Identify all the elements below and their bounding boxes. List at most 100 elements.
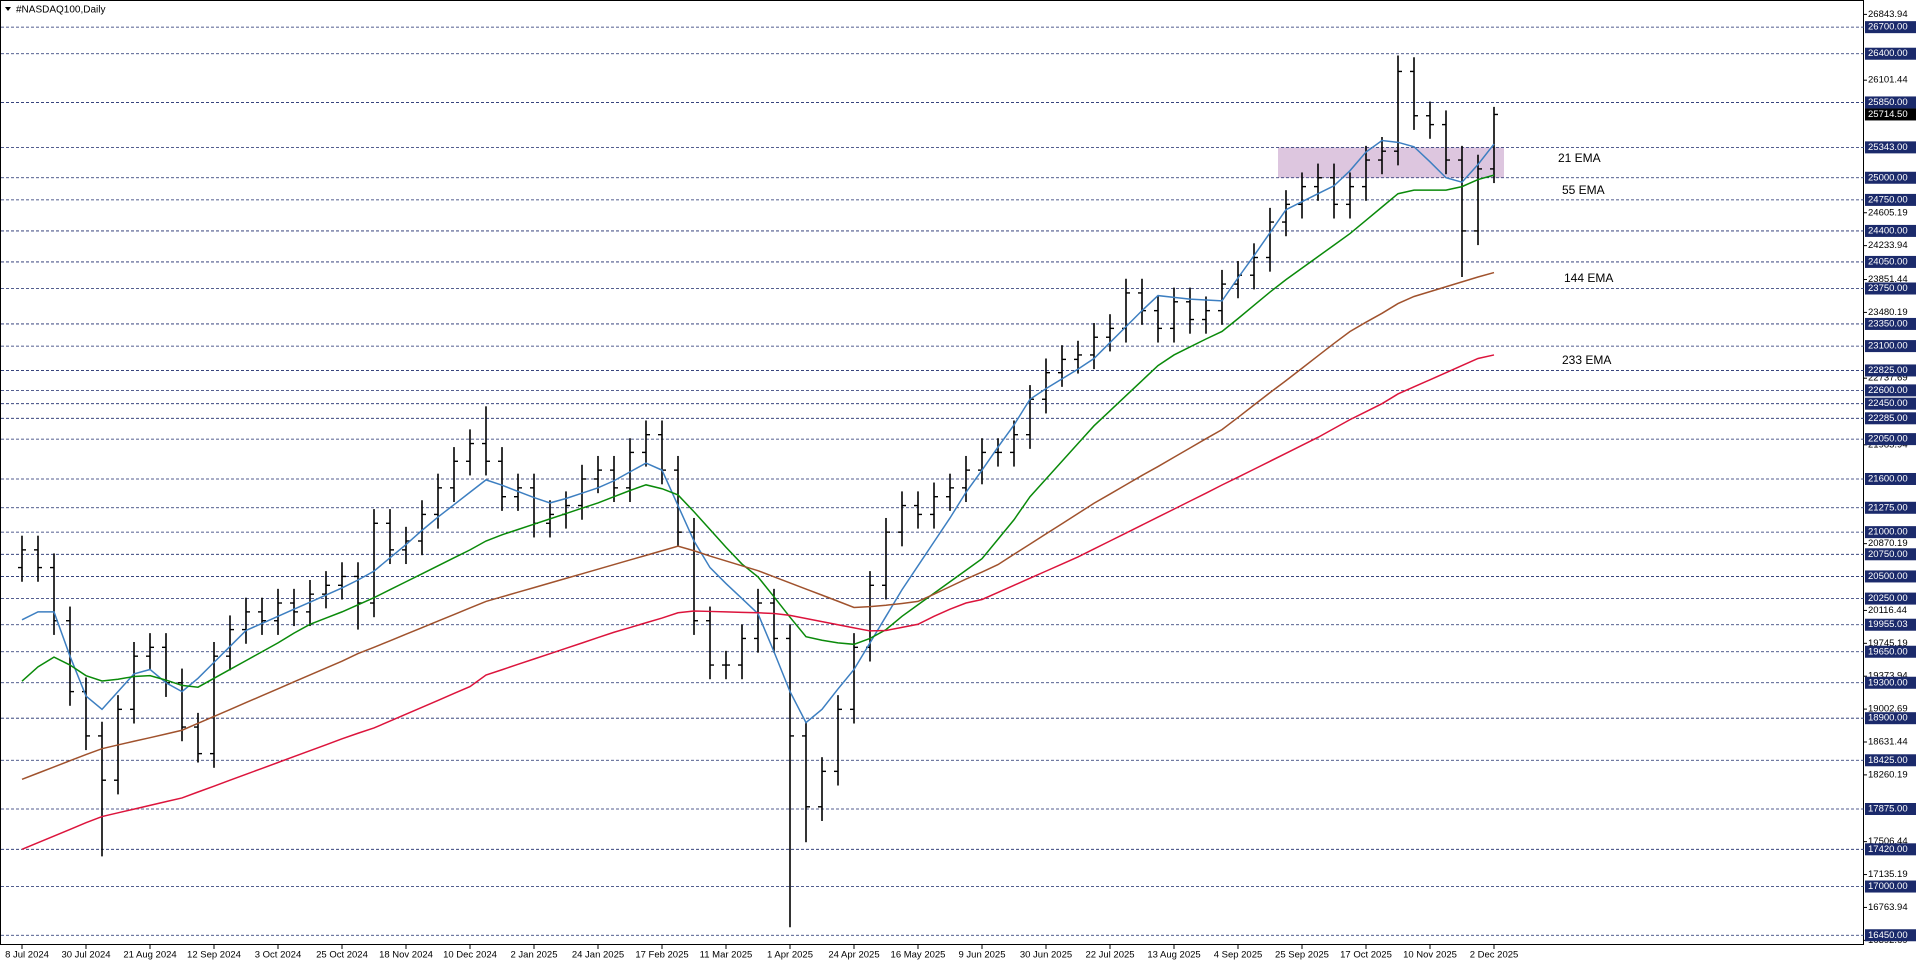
level-label-box [1865, 548, 1916, 561]
x-tick-label: 25 Oct 2024 [316, 950, 368, 961]
y-tick-label: 19002.69 [1868, 704, 1908, 715]
level-label: 21275.00 [1868, 502, 1908, 513]
y-tick-label: 18631.44 [1868, 737, 1908, 748]
level-label: 17000.00 [1868, 881, 1908, 892]
level-label-box [1865, 21, 1916, 34]
level-label-box [1865, 255, 1916, 268]
ema-label: 21 EMA [1558, 151, 1601, 165]
level-label: 22825.00 [1868, 365, 1908, 376]
x-tick-label: 11 Mar 2025 [700, 950, 753, 961]
ema-line [21, 271, 1495, 781]
level-label-box [1865, 317, 1916, 330]
y-tick-label: 24605.19 [1868, 207, 1908, 218]
x-tick-label: 1 Apr 2025 [767, 950, 813, 961]
x-tick-label: 21 Aug 2024 [123, 950, 176, 961]
candles [18, 55, 1498, 928]
level-label-box [1865, 96, 1916, 109]
y-tick-label: 26101.44 [1868, 75, 1908, 86]
level-label: 24050.00 [1868, 256, 1908, 267]
ema-label: 55 EMA [1562, 183, 1605, 197]
y-tick-label: 20870.19 [1868, 538, 1908, 549]
ema-line [21, 139, 1495, 724]
level-label-box [1865, 618, 1916, 631]
level-label: 24750.00 [1868, 194, 1908, 205]
ema-label: 144 EMA [1564, 271, 1613, 285]
level-label: 17420.00 [1868, 844, 1908, 855]
level-label: 18425.00 [1868, 755, 1908, 766]
x-tick-label: 30 Jun 2025 [1020, 950, 1072, 961]
level-label: 23750.00 [1868, 283, 1908, 294]
level-label: 24400.00 [1868, 225, 1908, 236]
level-label: 18900.00 [1868, 713, 1908, 724]
level-label-box [1865, 171, 1916, 184]
level-label-box [1865, 803, 1916, 816]
level-label: 26700.00 [1868, 22, 1908, 33]
x-tick-label: 18 Nov 2024 [379, 950, 433, 961]
y-tick-label: 18260.19 [1868, 769, 1908, 780]
level-label: 16450.00 [1868, 930, 1908, 941]
x-tick-label: 24 Jan 2025 [572, 950, 624, 961]
level-label-box [1865, 141, 1916, 154]
x-tick-label: 12 Sep 2024 [187, 950, 241, 961]
level-label-box [1865, 472, 1916, 485]
level-label-box [1865, 340, 1916, 353]
ema-line [21, 354, 1495, 851]
x-tick-label: 17 Feb 2025 [635, 950, 688, 961]
level-label-box [1865, 384, 1916, 397]
level-label-box [1865, 433, 1916, 446]
y-tick-label: 24233.94 [1868, 240, 1908, 251]
plot-frame [0, 0, 1864, 945]
level-label-box [1865, 712, 1916, 725]
level-label: 22450.00 [1868, 398, 1908, 409]
y-tick-label: 20116.44 [1868, 605, 1907, 616]
x-tick-label: 2 Jan 2025 [510, 950, 557, 961]
menu-arrow[interactable] [5, 7, 11, 11]
y-tick-label: 19745.19 [1868, 638, 1908, 649]
level-label: 20500.00 [1868, 571, 1908, 582]
level-label: 20750.00 [1868, 549, 1908, 560]
chart-title: #NASDAQ100,Daily [16, 5, 105, 16]
level-label: 19955.03 [1868, 619, 1908, 630]
y-tick-label: 19373.94 [1868, 671, 1908, 682]
level-label-box [1865, 929, 1916, 942]
level-label-box [1865, 282, 1916, 295]
y-tick-label: 16763.94 [1868, 902, 1908, 913]
level-label-box [1865, 526, 1916, 539]
y-tick-label: 23480.19 [1868, 307, 1908, 318]
x-tick-label: 13 Aug 2025 [1147, 950, 1200, 961]
level-label: 19300.00 [1868, 677, 1908, 688]
x-tick-label: 30 Jul 2024 [61, 950, 110, 961]
x-tick-label: 10 Nov 2025 [1403, 950, 1457, 961]
level-label: 25343.00 [1868, 142, 1908, 153]
level-label-box [1865, 501, 1916, 514]
x-tick-label: 9 Jun 2025 [958, 950, 1005, 961]
y-tick-label: 17506.44 [1868, 836, 1908, 847]
level-label-box [1865, 754, 1916, 767]
level-label-box [1865, 364, 1916, 377]
zone [1278, 147, 1504, 178]
x-tick-label: 3 Oct 2024 [255, 950, 301, 961]
x-tick-label: 8 Jul 2024 [5, 950, 49, 961]
x-tick-label: 17 Oct 2025 [1340, 950, 1392, 961]
level-label: 26400.00 [1868, 48, 1908, 59]
x-tick-label: 10 Dec 2024 [443, 950, 497, 961]
level-label: 22050.00 [1868, 434, 1908, 445]
level-label: 22285.00 [1868, 413, 1908, 424]
x-tick-label: 25 Sep 2025 [1275, 950, 1329, 961]
level-label: 20250.00 [1868, 593, 1908, 604]
level-label: 25000.00 [1868, 172, 1908, 183]
level-label-box [1865, 676, 1916, 689]
ema-line [21, 174, 1495, 688]
x-tick-label: 2 Dec 2025 [1470, 950, 1519, 961]
x-tick-label: 22 Jul 2025 [1085, 950, 1134, 961]
level-label: 21000.00 [1868, 527, 1908, 538]
x-tick-label: 4 Sep 2025 [1214, 950, 1263, 961]
y-tick-label: 26843.94 [1868, 9, 1908, 20]
level-label-box [1865, 645, 1916, 658]
level-label: 17875.00 [1868, 804, 1908, 815]
level-label-box [1865, 397, 1916, 410]
level-label-box [1865, 880, 1916, 893]
x-tick-label: 16 May 2025 [891, 950, 946, 961]
